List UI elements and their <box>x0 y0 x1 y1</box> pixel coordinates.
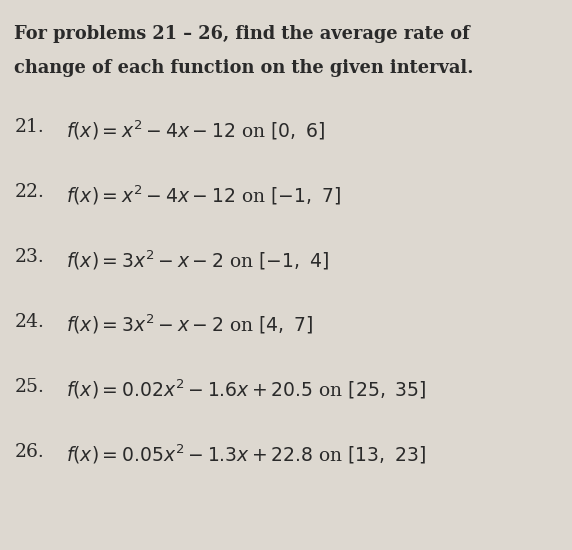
Text: 22.: 22. <box>14 183 44 201</box>
Text: $f(x)=x^2-4x-12$ on $[0,\ 6]$: $f(x)=x^2-4x-12$ on $[0,\ 6]$ <box>66 118 325 142</box>
Text: 26.: 26. <box>14 443 44 461</box>
Text: For problems 21 – 26, find the average rate of: For problems 21 – 26, find the average r… <box>14 25 470 43</box>
Text: $f(x)=3x^2-x-2$ on $[4,\ 7]$: $f(x)=3x^2-x-2$ on $[4,\ 7]$ <box>66 313 313 337</box>
Text: 21.: 21. <box>14 118 44 136</box>
Text: change of each function on the given interval.: change of each function on the given int… <box>14 59 474 77</box>
Text: 25.: 25. <box>14 378 44 396</box>
Text: $f(x)=x^2-4x-12$ on $[-1,\ 7]$: $f(x)=x^2-4x-12$ on $[-1,\ 7]$ <box>66 183 340 207</box>
Text: $f(x)=0.05x^2-1.3x+22.8$ on $[13,\ 23]$: $f(x)=0.05x^2-1.3x+22.8$ on $[13,\ 23]$ <box>66 443 426 466</box>
Text: 24.: 24. <box>14 313 44 331</box>
Text: $f(x)=0.02x^2-1.6x+20.5$ on $[25,\ 35]$: $f(x)=0.02x^2-1.6x+20.5$ on $[25,\ 35]$ <box>66 378 426 402</box>
Text: 23.: 23. <box>14 248 44 266</box>
Text: $f(x)=3x^2-x-2$ on $[-1,\ 4]$: $f(x)=3x^2-x-2$ on $[-1,\ 4]$ <box>66 248 329 272</box>
